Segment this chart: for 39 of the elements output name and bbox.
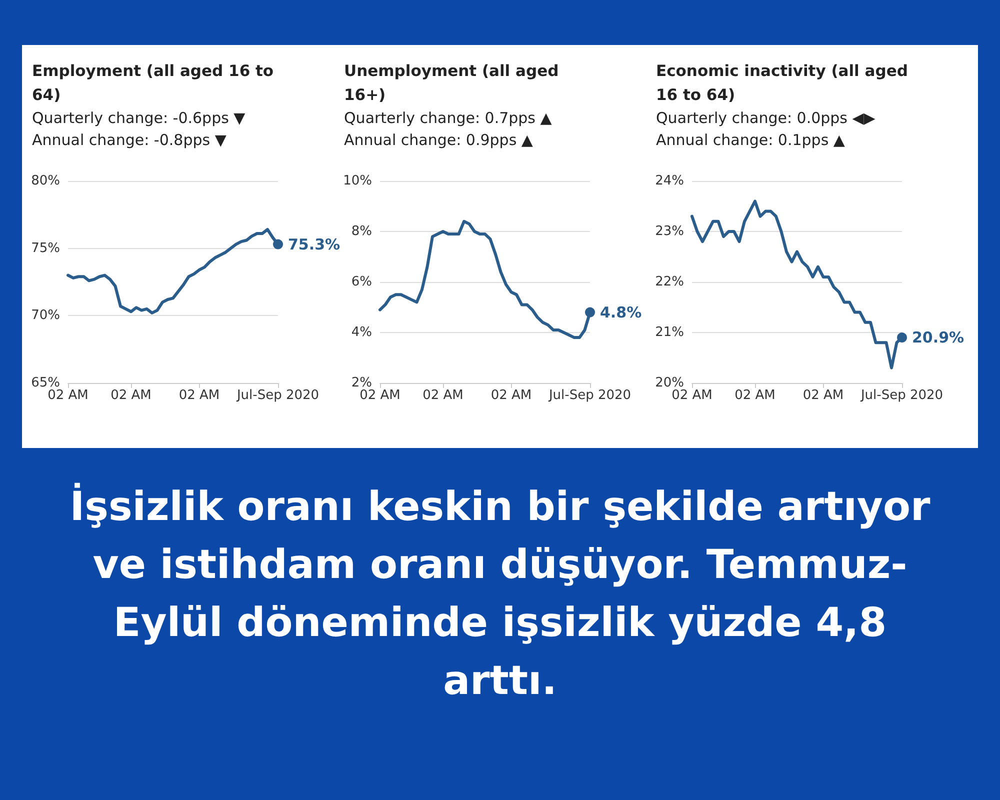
x-tick-label: Jul-Sep 2020 — [548, 388, 632, 403]
text: Quarterly change: 0.0pps ◀▶ — [655, 108, 876, 129]
y-tick-label: 20% — [655, 376, 684, 390]
text: İşsizlik oranı keskin bir şekilde artıyor ve istihdam oranı düşüyor. Temmuz-Eylül döneminde işsizlik yüzde 4,8 arttı. — [68, 482, 932, 706]
x-tick-label: 02 AM — [48, 388, 88, 403]
y-tick-label: 24% — [655, 174, 684, 188]
x-tick-label: 02 AM — [490, 388, 532, 403]
y-tick-label: 4% — [351, 325, 372, 340]
x-tick-label: Jul-Sep 2020 — [236, 388, 320, 403]
x-tick-label: 02 AM — [422, 388, 464, 403]
y-tick-label: 6% — [351, 274, 372, 290]
chart-title: Unemployment (all aged 16+) — [343, 61, 560, 106]
x-tick-label: 02 AM — [802, 388, 844, 403]
x-tick-label: 02 AM — [110, 388, 152, 403]
y-tick-label: 80% — [31, 174, 60, 188]
x-tick-label: 02 AM — [672, 388, 712, 403]
data-label: 20.9% — [912, 328, 964, 347]
text: Quarterly change: -0.6pps ▼ — [31, 108, 246, 129]
x-tick-label: 02 AM — [360, 388, 400, 403]
chart-title: Employment (all aged 16 to 64) — [31, 61, 275, 106]
y-tick-label: 10% — [343, 174, 372, 188]
y-tick-label: 22% — [655, 274, 684, 290]
y-tick-label: 2% — [351, 376, 372, 390]
x-tick-label: 02 AM — [734, 388, 776, 403]
y-tick-label: 65% — [31, 376, 60, 390]
y-tick-label: 8% — [351, 224, 372, 239]
y-tick-label: 70% — [31, 308, 60, 324]
y-tick-label: 21% — [655, 325, 684, 340]
x-tick-label: 02 AM — [178, 388, 220, 403]
text: Annual change: 0.9pps ▲ — [343, 130, 534, 151]
y-tick-label: 75% — [31, 240, 60, 256]
x-tick-label: Jul-Sep 2020 — [860, 388, 944, 403]
text: Annual change: 0.1pps ▲ — [655, 130, 846, 151]
data-label: 4.8% — [600, 303, 642, 322]
data-label: 75.3% — [288, 235, 340, 254]
chart-title: Economic inactivity (all aged 16 to 64) — [655, 61, 909, 106]
y-tick-label: 23% — [655, 224, 684, 239]
text: Quarterly change: 0.7pps ▲ — [343, 108, 553, 129]
text: Annual change: -0.8pps ▼ — [31, 130, 228, 151]
